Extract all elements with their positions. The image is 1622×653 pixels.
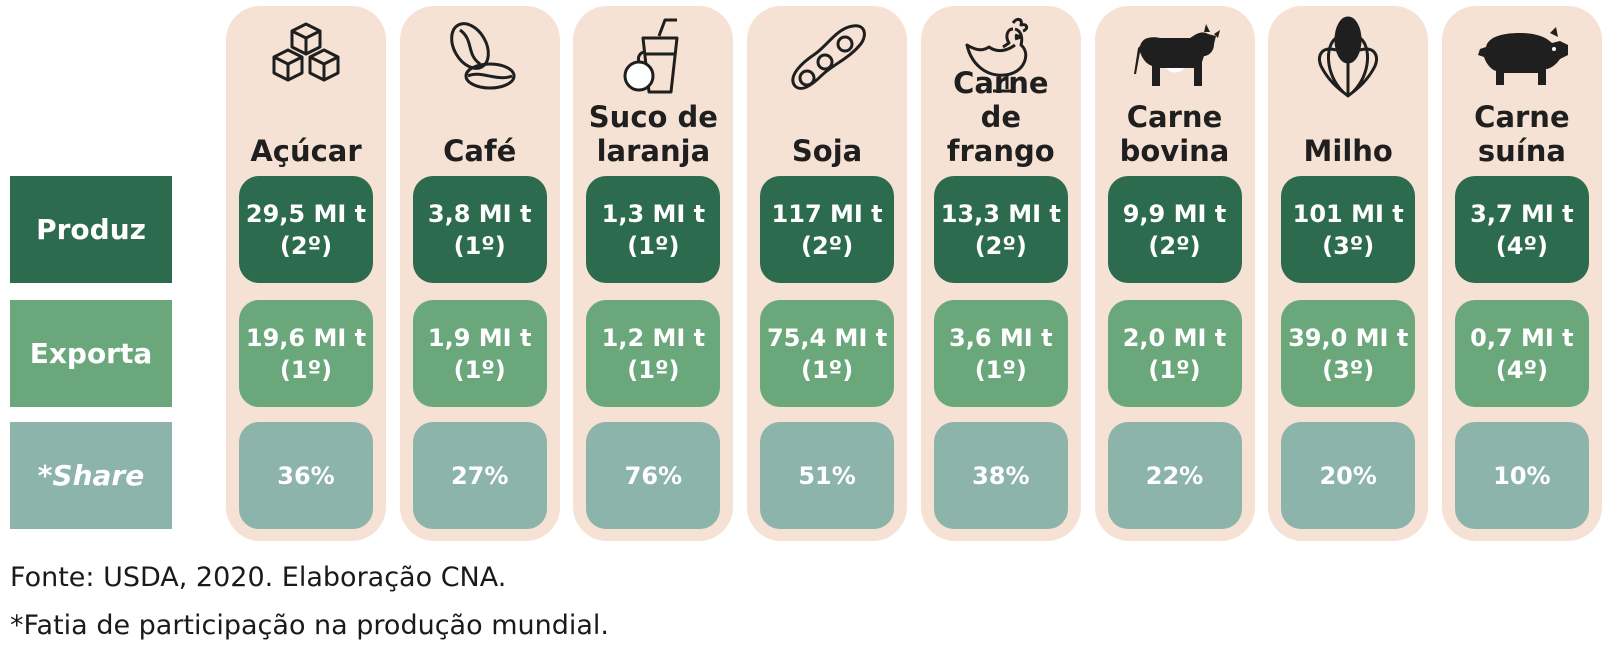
share-note: *Fatia de participação na produção mundi…: [10, 610, 609, 641]
row-label-share-text: *Share: [37, 459, 145, 492]
produz-cell-value: 3,8 MI t: [427, 199, 532, 228]
row-label-produz-text: Produz: [36, 213, 146, 246]
product-name: Café: [443, 134, 517, 168]
soybean-pod-icon: [747, 16, 907, 98]
corn-icon: [1268, 16, 1428, 98]
share-cell-value: 76%: [624, 461, 683, 490]
share-cell: 20%: [1281, 422, 1416, 529]
share-cell: 38%: [933, 422, 1068, 529]
produz-cell-rank: (4º): [1495, 231, 1548, 260]
exporta-cell-rank: (3º): [1322, 355, 1375, 384]
row-label-produz: Produz: [10, 176, 172, 283]
share-cell-value: 36%: [277, 461, 335, 490]
exporta-cell-rank: (1º): [974, 355, 1027, 384]
exporta-cell: 1,2 MI t (1º): [586, 300, 721, 407]
product-name: Milho: [1303, 134, 1393, 168]
produz-cell-value: 3,7 MI t: [1470, 199, 1574, 228]
product-column: Carne suína 3,7 MI t (4º) 0,7 MI t (4º) 10%: [1441, 6, 1602, 541]
product-name: Carne suína: [1474, 100, 1570, 168]
produz-cell: 9,9 MI t (2º): [1107, 176, 1242, 283]
product-name: Suco de laranja: [588, 100, 718, 168]
product-column: Milho 101 MI t (3º) 39,0 MI t (3º) 20%: [1268, 6, 1429, 541]
produz-cell: 3,7 MI t (4º): [1454, 176, 1589, 283]
exporta-cell-rank: (4º): [1495, 355, 1548, 384]
product-name: Soja: [791, 134, 863, 168]
product-column: Carne bovina 9,9 MI t (2º) 2,0 MI t (1º) 22%: [1094, 6, 1255, 541]
product-column: Soja 117 MI t (2º) 75,4 MI t (1º) 51%: [747, 6, 908, 541]
produz-cell-rank: (2º): [974, 231, 1027, 260]
exporta-cell-rank: (1º): [279, 355, 333, 384]
exporta-cell-value: 1,9 MI t: [427, 323, 532, 352]
product-name: Carne bovina: [1119, 100, 1230, 168]
exporta-cell-rank: (1º): [627, 355, 680, 384]
produz-cell-rank: (3º): [1322, 231, 1375, 260]
product-name: Açúcar: [250, 134, 362, 168]
produz-cell: 117 MI t (2º): [760, 176, 895, 283]
exporta-cell-value: 39,0 MI t: [1288, 323, 1409, 352]
exporta-cell-rank: (1º): [801, 355, 854, 384]
exporta-cell-value: 0,7 MI t: [1470, 323, 1574, 352]
exporta-cell: 3,6 MI t (1º): [933, 300, 1068, 407]
share-cell-value: 10%: [1493, 461, 1551, 490]
exporta-cell: 75,4 MI t (1º): [760, 300, 895, 407]
produz-cell-rank: (2º): [1148, 231, 1201, 260]
exporta-cell: 19,6 MI t (1º): [239, 300, 373, 407]
produz-cell: 3,8 MI t (1º): [412, 176, 547, 283]
product-column: Café 3,8 MI t (1º) 1,9 MI t (1º) 27%: [399, 6, 560, 541]
share-cell: 27%: [412, 422, 547, 529]
exporta-cell-value: 3,6 MI t: [949, 323, 1053, 352]
share-cell-value: 22%: [1145, 461, 1204, 490]
row-label-share: *Share: [10, 422, 172, 529]
chicken-icon: [921, 16, 1081, 98]
row-label-exporta: Exporta: [10, 300, 172, 407]
pig-icon: [1442, 16, 1602, 98]
exporta-cell-value: 2,0 MI t: [1122, 323, 1227, 352]
exporta-cell-value: 19,6 MI t: [245, 323, 367, 352]
produz-cell-value: 13,3 MI t: [940, 199, 1061, 228]
share-cell: 10%: [1454, 422, 1589, 529]
product-name: Carne de frango: [946, 66, 1055, 168]
produz-cell-rank: (1º): [627, 231, 680, 260]
orange-juice-icon: [573, 16, 733, 98]
share-cell-value: 38%: [972, 461, 1030, 490]
exporta-cell-rank: (1º): [1148, 355, 1201, 384]
produz-cell-value: 29,5 MI t: [245, 199, 367, 228]
produz-cell-value: 1,3 MI t: [601, 199, 706, 228]
share-cell-value: 27%: [450, 461, 509, 490]
source-note: Fonte: USDA, 2020. Elaboração CNA.: [10, 562, 507, 593]
produz-cell-rank: (1º): [453, 231, 506, 260]
produz-cell-value: 117 MI t: [771, 199, 883, 228]
product-column: Suco de laranja 1,3 MI t (1º) 1,2 MI t (1º) 7…: [573, 6, 734, 541]
share-cell: 51%: [760, 422, 895, 529]
produz-cell: 13,3 MI t (2º): [933, 176, 1068, 283]
share-cell: 76%: [586, 422, 721, 529]
share-cell: 36%: [239, 422, 373, 529]
share-cell-value: 20%: [1319, 461, 1377, 490]
exporta-cell-value: 1,2 MI t: [601, 323, 706, 352]
row-label-exporta-text: Exporta: [29, 337, 153, 370]
exporta-cell: 1,9 MI t (1º): [412, 300, 547, 407]
produz-cell: 101 MI t (3º): [1281, 176, 1416, 283]
produz-cell: 29,5 MI t (2º): [239, 176, 373, 283]
product-column: Carne de frango 13,3 MI t (2º) 3,6 MI t (1º)…: [920, 6, 1081, 541]
product-columns: Açúcar 29,5 MI t (2º) 19,6 MI t (1º) 36% Café 3…: [226, 6, 1618, 541]
sugar-cubes-icon: [226, 16, 386, 98]
produz-cell-value: 101 MI t: [1292, 199, 1404, 228]
product-column: Açúcar 29,5 MI t (2º) 19,6 MI t (1º) 36%: [226, 6, 386, 541]
produz-cell-rank: (2º): [801, 231, 854, 260]
produz-cell-rank: (2º): [279, 231, 333, 260]
exporta-cell: 2,0 MI t (1º): [1107, 300, 1242, 407]
exporta-cell-rank: (1º): [453, 355, 506, 384]
cow-icon: [1095, 16, 1255, 98]
share-cell-value: 51%: [798, 461, 856, 490]
exporta-cell-value: 75,4 MI t: [766, 323, 888, 352]
coffee-beans-icon: [400, 16, 560, 98]
produz-cell-value: 9,9 MI t: [1122, 199, 1227, 228]
produz-cell: 1,3 MI t (1º): [586, 176, 721, 283]
exporta-cell: 39,0 MI t (3º): [1281, 300, 1416, 407]
exporta-cell: 0,7 MI t (4º): [1454, 300, 1589, 407]
share-cell: 22%: [1107, 422, 1242, 529]
